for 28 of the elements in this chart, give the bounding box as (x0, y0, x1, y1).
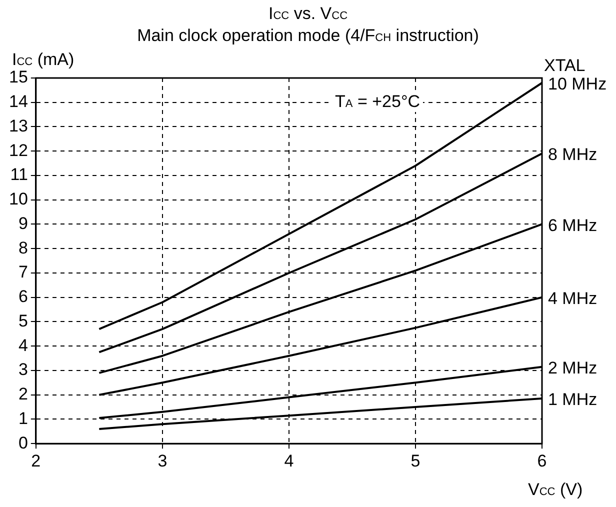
series-label: 10 MHz (548, 74, 607, 94)
y-tick-label: 0 (18, 433, 28, 452)
series-label: 4 MHz (548, 289, 598, 308)
y-tick-label: 15 (8, 68, 28, 87)
x-tick-label: 5 (410, 451, 420, 470)
x-tick-label: 2 (31, 451, 41, 470)
y-tick-label: 2 (18, 384, 28, 404)
y-tick-label: 8 (18, 238, 28, 258)
x-tick-label: 6 (537, 451, 547, 470)
y-tick-label: 5 (18, 311, 28, 330)
y-tick-label: 11 (10, 165, 28, 184)
legend-title: XTAL (544, 56, 586, 76)
y-tick-label: 14 (8, 92, 28, 112)
y-tick-label: 13 (8, 116, 28, 136)
x-tick-label: 3 (158, 451, 168, 470)
y-tick-label: 12 (8, 140, 28, 160)
series-label: 6 MHz (548, 216, 598, 235)
y-tick-label: 10 (8, 190, 28, 209)
series-label: 8 MHz (548, 145, 598, 164)
y-tick-label: 9 (18, 214, 28, 233)
y-tick-label: 6 (18, 287, 28, 306)
x-tick-label: 4 (284, 451, 294, 470)
y-tick-label: 1 (18, 408, 28, 428)
y-tick-label: 4 (18, 336, 28, 355)
y-tick-label: 7 (18, 262, 28, 282)
series-label: 1 MHz (548, 390, 598, 410)
series-label: 2 MHz (548, 358, 598, 378)
y-tick-label: 3 (18, 360, 28, 380)
